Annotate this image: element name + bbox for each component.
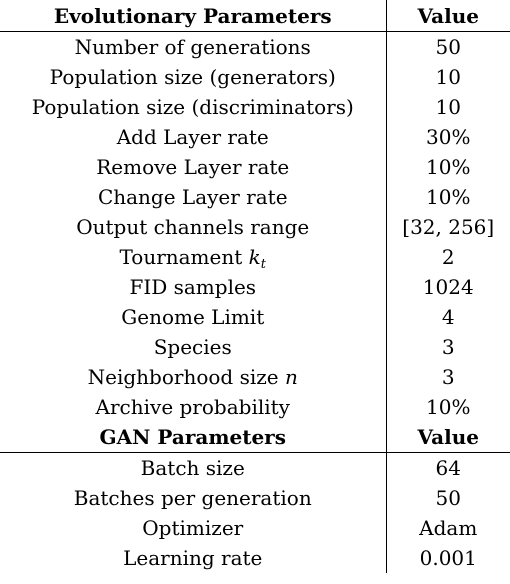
param-label-with-math: Neighborhood size n (0, 362, 387, 392)
param-label: Number of generations (0, 31, 387, 62)
table-row: Batch size 64 (0, 452, 510, 483)
param-label: Tournament (119, 245, 243, 269)
param-value: 64 (435, 456, 461, 480)
param-value: 30% (426, 125, 471, 149)
table-row: FID samples 1024 (0, 272, 510, 302)
table-row: Archive probability 10% (0, 392, 510, 422)
param-value: 3 (441, 365, 455, 389)
param-label: Population size (discriminators) (0, 92, 387, 122)
param-value: 50 (435, 35, 461, 59)
table-row: Genome Limit 4 (0, 302, 510, 332)
table-row: Species 3 (0, 332, 510, 362)
param-label: Change Layer rate (0, 182, 387, 212)
gan-value-header: Value (386, 422, 510, 453)
param-value: 1024 (422, 275, 474, 299)
param-value: 2 (441, 245, 455, 269)
param-label: Archive probability (0, 392, 387, 422)
param-value: 4 (441, 305, 455, 329)
param-label: Learning rate (0, 543, 387, 573)
table-row: Optimizer Adam (0, 513, 510, 543)
table-row: Remove Layer rate 10% (0, 152, 510, 182)
param-label: Population size (generators) (0, 62, 387, 92)
param-value: 3 (441, 335, 455, 359)
table-row: Neighborhood size n 3 (0, 362, 510, 392)
table-row: Output channels range [32, 256] (0, 212, 510, 242)
evolutionary-parameters-header: Evolutionary Parameters (0, 0, 387, 32)
table-row: Number of generations 50 (0, 31, 510, 62)
gan-parameters-header: GAN Parameters (0, 422, 387, 453)
table-row: Batches per generation 50 (0, 483, 510, 513)
param-value: [32, 256] (402, 215, 495, 239)
param-value: 10% (426, 155, 471, 179)
param-value: 10 (435, 65, 461, 89)
table-row: Add Layer rate 30% (0, 122, 510, 152)
param-value: 0.001 (419, 546, 477, 570)
param-value: 10% (426, 395, 471, 419)
param-label: Optimizer (0, 513, 387, 543)
table-row: Tournament kt 2 (0, 242, 510, 272)
param-value: 50 (435, 486, 461, 510)
math-symbol: n (284, 365, 298, 389)
param-value: 10 (435, 95, 461, 119)
param-label-with-math: Tournament kt (0, 242, 387, 272)
param-label: Genome Limit (0, 302, 387, 332)
table-row: Learning rate 0.001 (0, 543, 510, 573)
table-row: Change Layer rate 10% (0, 182, 510, 212)
table-row: Population size (generators) 10 (0, 62, 510, 92)
param-label: Batch size (0, 452, 387, 483)
param-value: Adam (419, 516, 478, 540)
param-label: Remove Layer rate (0, 152, 387, 182)
param-value: 10% (426, 185, 471, 209)
table-row: Population size (discriminators) 10 (0, 92, 510, 122)
param-label: FID samples (0, 272, 387, 302)
param-label: Batches per generation (0, 483, 387, 513)
math-subscript: t (260, 257, 266, 272)
param-label: Neighborhood size (87, 365, 279, 389)
gan-header-row: GAN Parameters Value (0, 422, 510, 453)
evolutionary-value-header: Value (386, 0, 510, 32)
param-label: Add Layer rate (0, 122, 387, 152)
evolutionary-header-row: Evolutionary Parameters Value (0, 0, 510, 32)
param-label: Species (0, 332, 387, 362)
math-symbol: k (248, 245, 261, 269)
param-label: Output channels range (0, 212, 387, 242)
